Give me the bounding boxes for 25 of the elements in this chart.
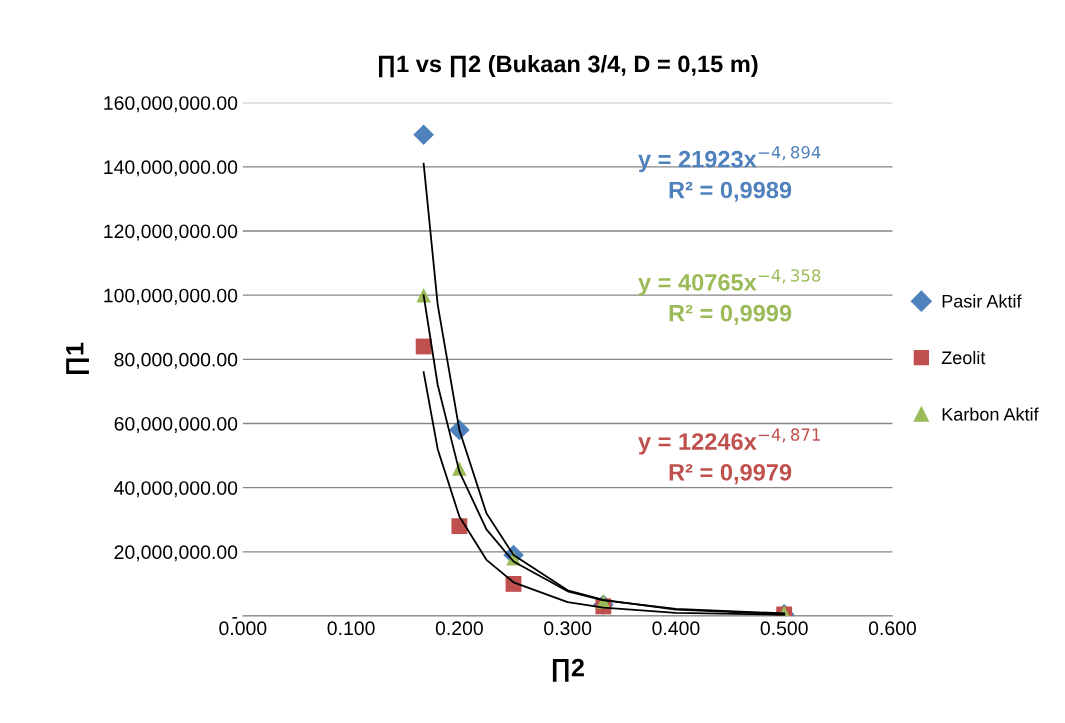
x-tick-label: 0.400 xyxy=(652,621,700,636)
y-tick-label: 80,000,000.00 xyxy=(114,352,238,369)
x-tick-label: 0.600 xyxy=(868,621,917,636)
y-tick-label: 140,000,000.00 xyxy=(104,160,238,177)
chart-title: ∏1 vs ∏2 (Bukaan 3/4, D = 0,15 m) xyxy=(378,55,758,78)
legend-label: Pasir Aktif xyxy=(942,294,1022,308)
y-tick-label: 60,000,000.00 xyxy=(114,416,238,434)
x-axis-title: ∏2 xyxy=(552,658,584,682)
y-tick-label: 160,000,000.00 xyxy=(104,96,238,113)
y-tick-label: 120,000,000.00 xyxy=(104,224,238,241)
text: y = 40765x$^{−4,358}$ R² = 0,9999 xyxy=(638,269,821,325)
x-tick-label: 0.500 xyxy=(760,621,808,636)
y-tick-label: - xyxy=(232,617,238,619)
text: y = 12246x$^{−4,871}$ R² = 0,9979 xyxy=(638,428,820,485)
y-tick-label: 40,000,000.00 xyxy=(114,481,238,498)
text: y = 21923x$^{−4,894}$ R² = 0,9989 xyxy=(638,146,821,202)
y-axis-title: ∏1 xyxy=(66,342,89,375)
x-tick-label: 0.100 xyxy=(327,621,375,636)
x-tick-label: 0.200 xyxy=(435,621,483,636)
legend-label: Karbon Aktif xyxy=(942,407,1039,421)
x-tick-label: 0.300 xyxy=(544,621,592,636)
legend-label: Zeolit xyxy=(941,350,986,365)
x-tick-label: 0.000 xyxy=(219,621,267,636)
y-tick-label: 100,000,000.00 xyxy=(104,288,238,305)
y-tick-label: 20,000,000.00 xyxy=(114,545,238,562)
